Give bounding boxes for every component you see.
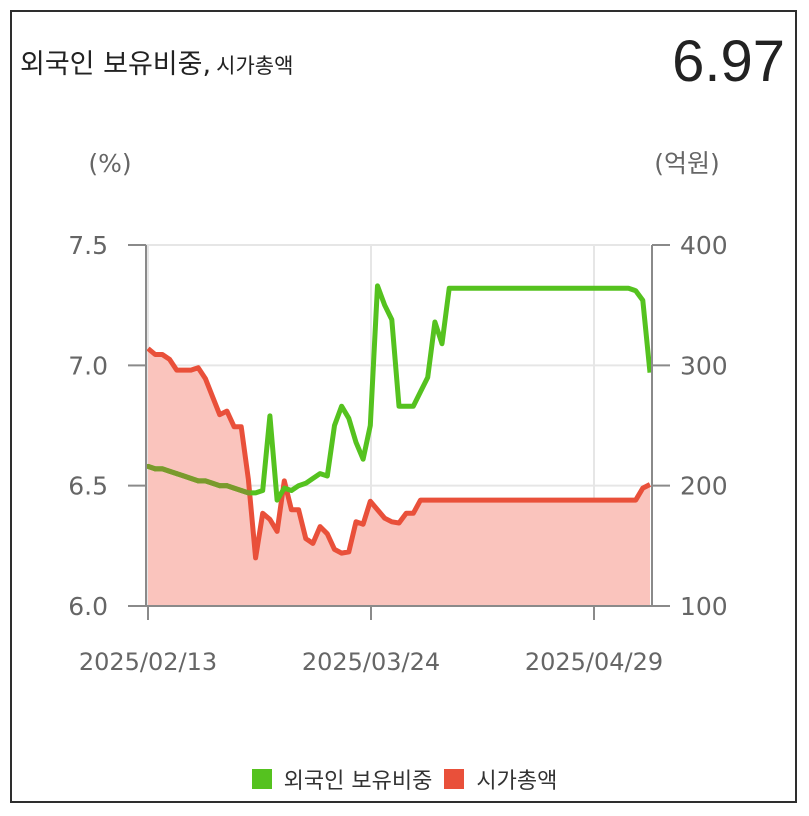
x-tick-labels: 2025/02/13 2025/03/24 2025/04/29 [79,648,663,676]
right-tick-label: 400 [680,231,728,260]
foreign-overlap-segment [238,487,251,496]
x-tick-label: 2025/02/13 [79,648,217,676]
legend-label-market-cap: 시가총액 [476,769,558,794]
left-axis-unit: (%) [88,149,131,178]
legend-item-foreign: 외국인 보유비중 [251,763,433,795]
right-axis-unit: (억원) [654,149,720,178]
legend-item-market-cap: 시가총액 [444,763,557,795]
right-tick-labels: 100 200 300 400 [680,231,728,621]
legend-label-foreign: 외국인 보유비중 [283,769,433,794]
right-tick-label: 200 [680,472,728,501]
legend: 외국인 보유비중 시가총액 [0,763,809,795]
x-tick-label: 2025/03/24 [302,648,440,676]
x-tick-label: 2025/04/29 [525,648,663,676]
left-tick-labels: 6.0 6.5 7.0 7.5 [68,231,108,621]
chart-title: 외국인 보유비중, 시가총액 [20,42,293,81]
left-tick-label: 6.0 [68,592,108,621]
title-sub: 시가총액 [216,54,294,78]
current-value: 6.97 [672,29,785,94]
foreign-ownership-overlap-segment [145,463,251,496]
axes [128,244,670,620]
market-cap-line [146,346,652,561]
left-tick-label: 6.5 [68,472,108,501]
market-cap-area [148,348,650,606]
legend-swatch-market-cap [444,769,465,789]
right-tick-label: 300 [680,351,728,380]
left-tick-label: 7.5 [68,231,108,260]
title-main: 외국인 보유비중, [20,49,212,80]
legend-swatch-foreign [251,769,272,789]
left-tick-label: 7.0 [68,351,108,380]
right-tick-label: 100 [680,592,728,621]
